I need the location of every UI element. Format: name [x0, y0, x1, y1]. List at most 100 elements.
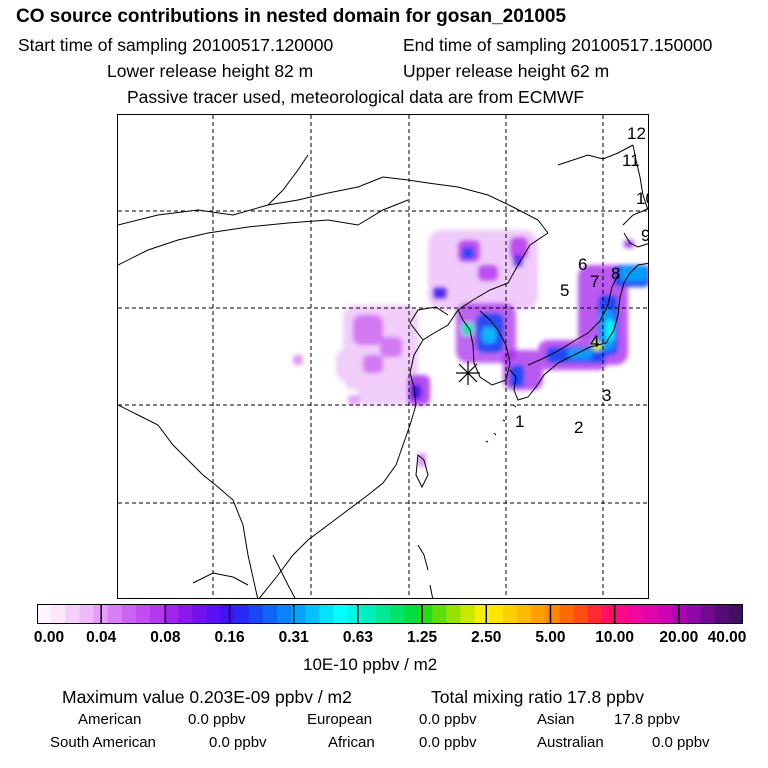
colorbar-swatch: [65, 604, 80, 624]
colorbar-tick-label: 20.00: [659, 629, 699, 646]
region-number-10: 10: [636, 189, 649, 208]
total-mixing-ratio: Total mixing ratio 17.8 ppbv: [431, 687, 645, 707]
region-number-6: 6: [578, 255, 587, 274]
colorbar-swatch: [248, 604, 264, 624]
colorbar-swatch: [630, 604, 645, 624]
region-number-2: 2: [574, 418, 583, 437]
region-number-9: 9: [641, 226, 649, 245]
coastlines: [118, 144, 648, 598]
colorbar-swatch: [559, 604, 575, 624]
colorbar-swatch: [517, 604, 532, 624]
map-title: CO source contributions in nested domain…: [16, 6, 567, 27]
colorbar-swatch: [545, 604, 561, 624]
colorbar-swatch: [587, 604, 603, 624]
region-american-value: 0.0 ppbv: [188, 711, 246, 728]
colorbar-swatch: [164, 604, 179, 624]
colorbar-swatch: [390, 604, 405, 624]
colorbar-tick-label: 0.63: [342, 629, 373, 646]
map-panel: 1 2 3 4 5 6 7 8 9 10 11 12: [117, 114, 649, 599]
region-african-value: 0.0 ppbv: [419, 734, 477, 751]
colorbar-swatch: [700, 604, 716, 624]
receptor-marker: [456, 361, 480, 385]
grid: [118, 115, 648, 598]
colorbar-swatch: [573, 604, 589, 624]
colorbar-swatch: [658, 604, 673, 624]
colorbar-swatch: [502, 604, 518, 624]
colorbar-swatch: [432, 604, 448, 624]
colorbar-swatch: [361, 604, 377, 624]
region-asian-value: 17.8 ppbv: [614, 711, 680, 728]
colorbar-swatch: [418, 604, 433, 624]
colorbar-swatch: [291, 604, 306, 624]
upper-release-label: Upper release height 62 m: [403, 61, 610, 81]
region-australian: Australian: [537, 734, 604, 751]
colorbar-swatch: [51, 604, 66, 624]
region-number-12: 12: [627, 124, 646, 143]
colorbar-swatch: [234, 604, 250, 624]
region-european: European: [307, 711, 373, 728]
colorbar-tick-label: 40.00: [707, 629, 747, 646]
tracer-note: Passive tracer used, meteorological data…: [127, 87, 585, 107]
colorbar-swatch: [277, 604, 292, 624]
colorbar-tick-label: 0.00: [33, 629, 65, 646]
colorbar-swatch: [728, 604, 743, 624]
region-number-4: 4: [590, 332, 599, 351]
region-south-american-value: 0.0 ppbv: [209, 734, 267, 751]
colorbar-border: [37, 604, 743, 624]
region-european-value: 0.0 ppbv: [419, 711, 477, 728]
region-south-american: South American: [50, 734, 156, 751]
colorbar-unit: 10E-10 ppbv / m2: [303, 655, 438, 674]
colorbar-swatch: [460, 604, 476, 624]
colorbar-swatch: [644, 604, 659, 624]
region-number-1: 1: [515, 412, 524, 431]
end-time-label: End time of sampling 20100517.150000: [403, 35, 713, 55]
colorbar-swatch: [220, 604, 236, 624]
colorbar-swatch: [262, 604, 278, 624]
colorbar-swatch: [672, 604, 688, 624]
colorbar-swatch: [714, 604, 730, 624]
colorbar-swatch: [446, 604, 462, 624]
colorbar-swatch: [178, 604, 193, 624]
region-number-8: 8: [611, 264, 620, 283]
region-african: African: [328, 734, 375, 751]
colorbar: [37, 604, 743, 624]
max-value: Maximum value 0.203E-09 ppbv / m2: [62, 687, 352, 707]
lower-release-label: Lower release height 82 m: [107, 61, 314, 81]
region-number-5: 5: [560, 281, 569, 300]
colorbar-swatch: [488, 604, 504, 624]
region-number-7: 7: [590, 272, 599, 291]
colorbar-swatch: [333, 604, 349, 624]
colorbar-swatch: [135, 604, 151, 624]
colorbar-swatch: [686, 604, 702, 624]
colorbar-swatch: [615, 604, 631, 624]
colorbar-tick-label: 0.04: [86, 629, 117, 646]
colorbar-swatch: [474, 604, 490, 624]
region-australian-value: 0.0 ppbv: [652, 734, 710, 751]
colorbar-tick-label: 0.08: [150, 629, 181, 646]
colorbar-swatch: [79, 604, 95, 624]
colorbar-swatch: [601, 604, 617, 624]
colorbar-tick-label: 5.00: [535, 629, 566, 646]
colorbar-tick-label: 0.31: [278, 629, 309, 646]
colorbar-swatch: [347, 604, 363, 624]
colorbar-swatch: [206, 604, 222, 624]
colorbar-swatch: [375, 604, 391, 624]
region-american: American: [78, 711, 142, 728]
region-number-3: 3: [602, 386, 611, 405]
map-canvas: 1 2 3 4 5 6 7 8 9 10 11 12: [118, 115, 649, 598]
colorbar-swatch: [305, 604, 320, 624]
colorbar-tick-label: 1.25: [406, 629, 438, 646]
region-asian: Asian: [537, 711, 575, 728]
colorbar-swatch: [149, 604, 165, 624]
colorbar-tick-label: 0.16: [214, 629, 245, 646]
colorbar-swatch: [121, 604, 137, 624]
colorbar-swatch: [107, 604, 123, 624]
start-time-label: Start time of sampling 20100517.120000: [18, 35, 334, 55]
colorbar-tick-label: 10.00: [595, 629, 635, 646]
region-number-11: 11: [622, 151, 640, 170]
colorbar-tick-label: 2.50: [471, 629, 502, 646]
colorbar-swatch: [319, 604, 335, 624]
colorbar-swatch: [192, 604, 208, 624]
colorbar-swatch: [37, 604, 52, 624]
colorbar-swatch: [404, 604, 419, 624]
